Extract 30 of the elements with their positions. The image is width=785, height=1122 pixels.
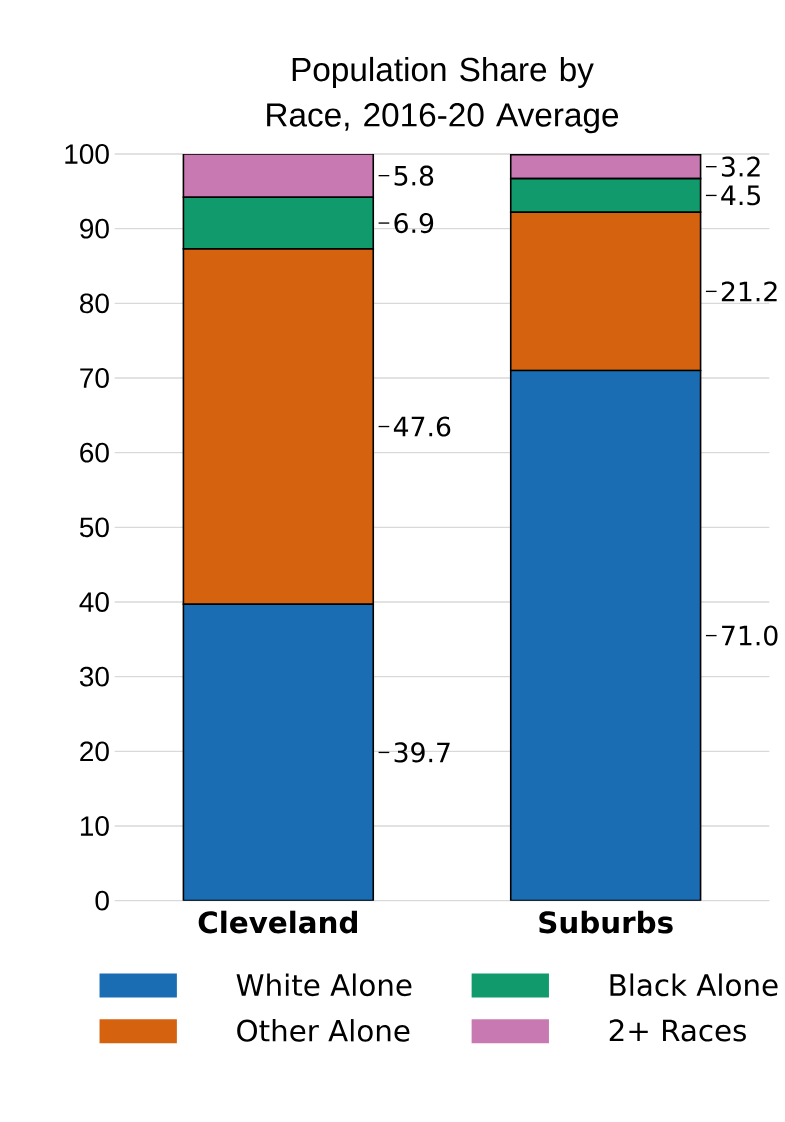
bar [509,369,702,901]
y-tick-label: 50 [79,517,109,538]
data-label: 71.0 [722,625,778,646]
data-label: 6.9 [394,212,434,234]
y-tick-label: 90 [80,218,109,239]
bar [182,154,375,199]
data-label: 4.5 [721,185,760,206]
y-tick-label: 20 [80,741,109,762]
chart-title: Population Share by Race, 2016-20 Average [267,56,619,134]
y-tick-label: 80 [80,293,109,314]
bar [182,603,375,901]
legend-label: Black Alone [610,973,778,997]
x-tick-label: Cleveland [198,910,357,934]
data-label: 39.7 [394,742,450,763]
legend-label: White Alone [236,973,412,997]
legend-label: 2+ Races [609,1019,746,1042]
data-label: 5.8 [394,165,434,186]
y-tick-label: 100 [65,144,109,164]
bar [509,154,702,180]
x-tick-label: Suburbs [539,910,673,934]
y-tick-label: 60 [80,442,109,463]
y-tick-label: 30 [79,666,109,687]
data-label: 3.2 [721,156,760,177]
y-tick-label: 40 [79,592,109,612]
data-label: 21.2 [721,281,777,302]
y-tick-label: 70 [80,368,109,388]
data-label: 47.6 [393,416,451,437]
y-tick-label: 10 [80,816,109,836]
legend-label: Other Alone [237,1019,410,1042]
y-tick-label: 0 [95,890,109,911]
